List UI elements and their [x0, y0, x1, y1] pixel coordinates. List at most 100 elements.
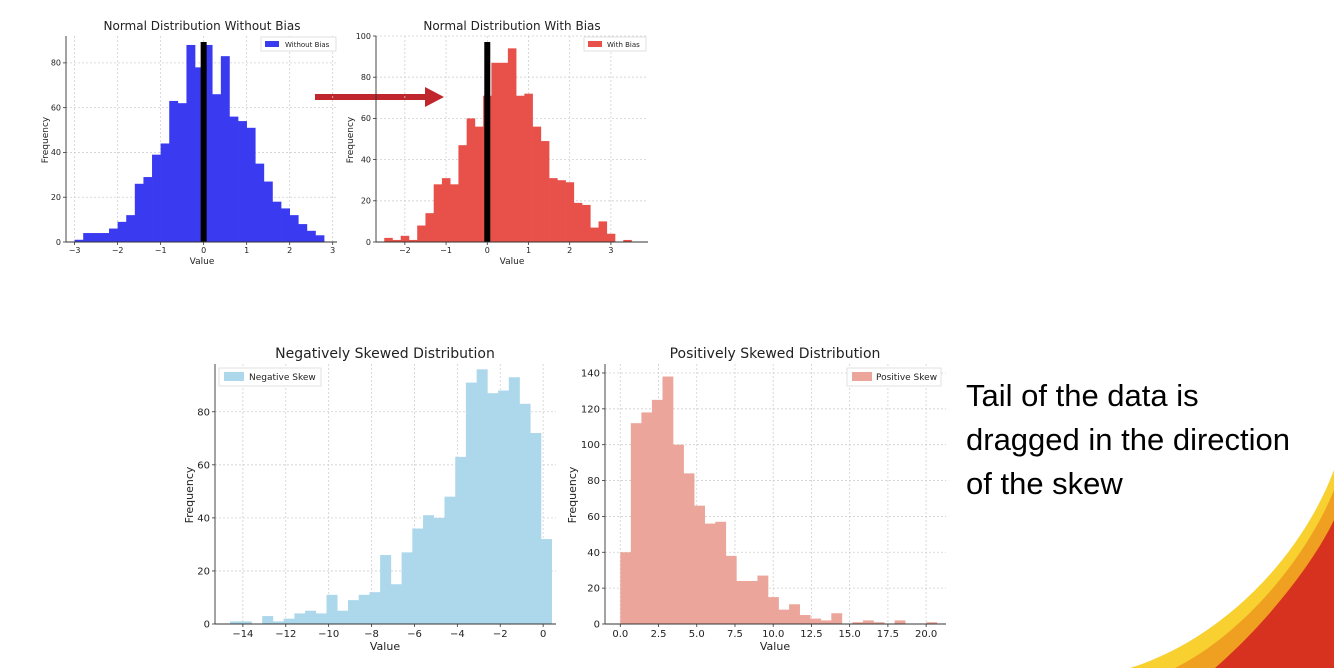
plot-area: 0.0 2.5 5.0 7.5 10.0 12.5 15.0 17.5 20.0 0 20 40 60 8… — [581, 364, 946, 640]
histogram-bar — [476, 369, 488, 624]
y-tick-label: 120 — [581, 404, 600, 415]
histogram-bar — [549, 178, 558, 242]
y-tick-label: 40 — [361, 155, 371, 164]
histogram-bar — [508, 377, 520, 624]
histogram-bar — [532, 126, 542, 242]
y-tick-label: 80 — [51, 59, 61, 68]
legend-label: Without Bias — [285, 41, 330, 49]
histogram-bar — [582, 204, 591, 242]
x-tick-label: 2.5 — [651, 629, 667, 640]
histogram-bar — [455, 456, 467, 624]
histogram-bar — [810, 618, 822, 624]
y-tick-label: 100 — [356, 32, 371, 41]
y-tick-label: 0 — [594, 620, 600, 631]
x-tick-label: 1 — [244, 246, 249, 255]
histogram-bar — [423, 515, 435, 624]
legend-swatch — [852, 372, 872, 381]
histogram-bar — [519, 403, 531, 624]
histogram-bar — [498, 390, 510, 624]
histogram-bar — [778, 609, 790, 624]
histogram-bar — [392, 239, 402, 242]
histogram-bar — [831, 613, 843, 624]
x-axis-label: Value — [760, 640, 790, 653]
y-tick-label: 20 — [197, 566, 210, 577]
caption-line-1: Tail of the data is — [966, 378, 1199, 413]
x-tick-label: −2 — [112, 246, 124, 255]
plot-area: −3 −2 −1 0 1 2 3 0 20 40 60 80 — [51, 36, 337, 255]
histogram-bar — [412, 528, 424, 624]
histogram-bar — [736, 580, 748, 624]
histogram-bar — [281, 208, 290, 242]
histogram-bar — [417, 225, 426, 242]
x-tick-label: −1 — [440, 246, 452, 255]
x-tick-label: 12.5 — [800, 629, 822, 640]
histogram-bar — [186, 44, 196, 243]
histogram-bar — [369, 592, 381, 624]
y-tick-label: 60 — [197, 460, 210, 471]
chart-normal-with-bias: −2 −1 0 1 2 3 0 20 40 60 80 100 Normal Distribution… — [346, 19, 648, 267]
histogram-bar — [606, 233, 616, 242]
y-tick-label: 100 — [581, 440, 600, 451]
histogram-bar — [347, 600, 359, 624]
histogram-bar — [408, 239, 418, 242]
histogram-bar — [169, 100, 179, 242]
histogram-bar — [358, 594, 370, 624]
histogram-bar — [305, 610, 317, 624]
x-tick-label: −1 — [155, 246, 167, 255]
histogram-bar — [491, 62, 500, 242]
histogram-bar — [380, 555, 392, 624]
chart-legend: With Bias — [583, 36, 647, 52]
histogram-bar — [246, 127, 256, 242]
histogram-bar — [630, 423, 642, 624]
histogram-bar — [230, 621, 242, 624]
histogram-bar — [789, 604, 800, 624]
y-tick-label: 80 — [587, 476, 600, 487]
x-tick-label: 0 — [540, 629, 546, 640]
histogram-bar — [272, 621, 284, 624]
histogram-bar — [83, 233, 93, 242]
histogram-bar — [673, 444, 684, 624]
legend-swatch — [224, 372, 244, 381]
histogram-bar — [662, 376, 674, 624]
histogram-bar — [799, 615, 811, 624]
histogram-bar — [203, 44, 213, 243]
y-tick-label: 20 — [587, 584, 600, 595]
histogram-bar — [746, 580, 758, 624]
x-tick-label: 20.0 — [915, 629, 937, 640]
histogram-bar — [820, 620, 832, 624]
chart-legend: Positive Skew — [846, 367, 942, 387]
histogram-bar — [283, 618, 295, 624]
histogram-bar — [487, 393, 499, 624]
y-tick-label: 20 — [51, 193, 61, 202]
y-tick-label: 0 — [204, 620, 210, 631]
histogram-bar — [694, 505, 706, 624]
histogram-bar — [540, 141, 550, 242]
zero-marker-line — [200, 42, 207, 242]
x-axis-label: Value — [500, 257, 525, 267]
bias-arrow — [315, 87, 444, 107]
histogram-bar — [315, 235, 325, 242]
histogram-bar — [400, 235, 410, 242]
histogram-bar — [390, 584, 402, 624]
histogram-bar — [516, 95, 525, 243]
histogram-bar — [117, 221, 127, 242]
y-tick-label: 60 — [587, 512, 600, 523]
histogram-bar — [573, 202, 583, 242]
legend-label: Negative Skew — [249, 373, 316, 383]
x-tick-label: 0.0 — [612, 629, 628, 640]
histogram-bar — [126, 215, 136, 242]
histogram-bar — [894, 620, 906, 624]
chart-title: Normal Distribution Without Bias — [104, 19, 301, 33]
x-tick-label: 0 — [201, 246, 206, 255]
x-tick-label: −2 — [399, 246, 411, 255]
histogram-bar — [337, 610, 349, 624]
chart-legend: Negative Skew — [218, 367, 322, 387]
histogram-bar — [220, 56, 230, 242]
x-tick-label: −12 — [275, 629, 296, 640]
chart-positively-skewed: 0.0 2.5 5.0 7.5 10.0 12.5 15.0 17.5 20.0 0 20 40 60 8… — [566, 346, 946, 653]
histogram-bar — [768, 597, 779, 624]
histogram-bar — [289, 215, 299, 242]
x-tick-label: 2 — [567, 246, 572, 255]
histogram-bar — [91, 233, 101, 242]
x-axis-label: Value — [370, 640, 400, 653]
